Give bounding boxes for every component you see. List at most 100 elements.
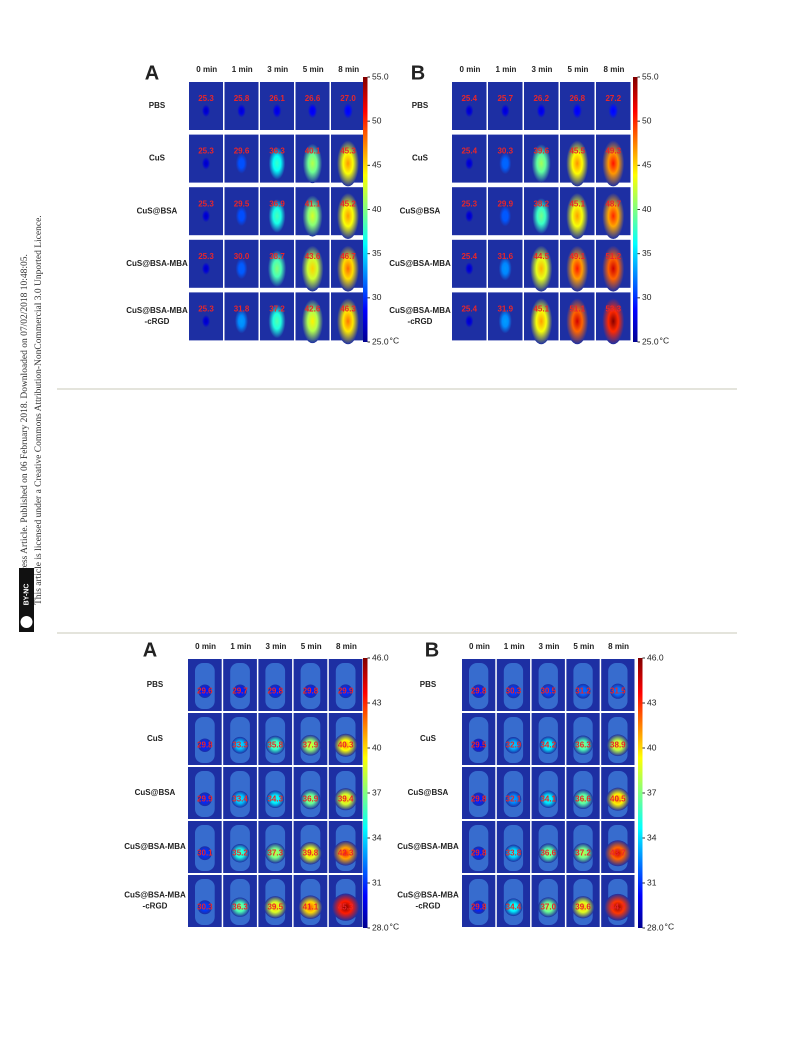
hot-spot [465, 314, 474, 328]
temperature: 29.7 [232, 686, 248, 695]
temperature: 32.9 [506, 740, 522, 749]
panel-label: A [145, 62, 159, 84]
hot-spot [266, 790, 285, 809]
row-label: -cRGD [408, 317, 433, 326]
temperature: 37.0 [540, 902, 556, 911]
hot-spot [538, 843, 559, 864]
colorbar-label: 40 [642, 204, 652, 214]
colorbar-label: 30 [372, 292, 382, 302]
hot-spot [231, 736, 249, 754]
cc-badge: BY-NC [19, 568, 34, 632]
badge-text: BY-NC [23, 584, 30, 606]
colorbar-label: 46.0 [647, 652, 664, 662]
temperature: 38.7 [269, 252, 285, 261]
row-label: CuS [147, 734, 164, 743]
temperature: 29.5 [234, 199, 250, 208]
row-label: CuS@BSA-MBA [389, 306, 451, 315]
row-label: CuS@BSA [400, 206, 441, 215]
temperature: 25.4 [461, 94, 477, 103]
hot-spot [465, 157, 474, 170]
hot-spot [571, 896, 595, 919]
temperature: 41.1 [305, 199, 321, 208]
hot-spot [539, 736, 558, 754]
hot-spot [566, 193, 589, 239]
hot-spot [504, 898, 523, 917]
hot-spot [230, 897, 250, 917]
hot-spot [268, 147, 286, 180]
hot-spot [302, 143, 323, 184]
hot-spot [201, 262, 211, 275]
hot-spot [331, 893, 360, 921]
hot-spot [541, 684, 556, 699]
hot-spot [333, 840, 359, 866]
temperature: 29.8 [471, 686, 487, 695]
temperature: 26.8 [569, 94, 585, 103]
row-label: PBS [412, 101, 429, 110]
colorbar [633, 77, 638, 342]
colorbar-label: 25.0 [372, 336, 389, 346]
time-label: 5 min [303, 65, 324, 74]
temperature: 45.2 [340, 199, 356, 208]
colorbar-label: 35 [642, 248, 652, 258]
hot-spot [498, 256, 512, 281]
temperature: 46.3 [340, 305, 356, 314]
time-label: 5 min [568, 65, 589, 74]
time-label: 1 min [504, 642, 525, 651]
row-label: PBS [420, 680, 437, 689]
colorbar-label: 34 [647, 832, 657, 842]
panel-label: A [143, 639, 157, 661]
temperature: 39.5 [267, 902, 283, 911]
hot-spot [471, 792, 486, 807]
row-label: CuS@BSA-MBA [126, 306, 188, 315]
temperature: 29.8 [471, 902, 487, 911]
colorbar-unit: °C [390, 921, 400, 931]
colorbar-label: 46.0 [372, 652, 389, 662]
temperature: 46.7 [340, 252, 356, 261]
temperature: 25.3 [198, 94, 214, 103]
hot-spot [604, 893, 632, 921]
time-label: 1 min [232, 65, 253, 74]
time-label: 8 min [338, 65, 359, 74]
temperature: 45.3 [340, 147, 356, 156]
temperature: 40.5 [610, 794, 626, 803]
hot-spot [471, 900, 486, 915]
hot-spot [307, 103, 318, 119]
time-label: 3 min [267, 65, 288, 74]
hot-spot [265, 735, 285, 755]
hot-spot [536, 103, 546, 118]
hot-spot [268, 304, 286, 339]
hot-spot [201, 314, 211, 328]
hot-spot [532, 198, 551, 234]
hot-spot [566, 140, 589, 187]
temperature: 35.8 [267, 740, 283, 749]
hot-spot [301, 299, 324, 344]
hot-spot [604, 840, 631, 867]
hot-spot [201, 209, 211, 223]
temperature: 26.1 [269, 94, 285, 103]
time-label: 0 min [196, 65, 217, 74]
hot-spot [471, 846, 486, 861]
hot-spot [198, 738, 212, 753]
badge-icon [20, 616, 33, 628]
hot-spot [197, 846, 212, 861]
hot-spot [300, 734, 321, 756]
temperature: 29.8 [303, 686, 319, 695]
hot-spot [337, 245, 359, 292]
time-label: 3 min [532, 65, 553, 74]
colorbar-label: 43 [647, 697, 657, 707]
colorbar-label: 31 [372, 877, 382, 887]
temperature: 30.5 [540, 686, 556, 695]
hot-spot [233, 684, 247, 698]
temperature: 40.1 [305, 147, 321, 156]
temperature: 37.2 [269, 305, 285, 314]
colorbar-label: 45 [642, 160, 652, 170]
hot-spot [235, 153, 248, 174]
hot-spot [265, 843, 286, 864]
temperature: 53.3 [605, 305, 621, 314]
temperature: 36.6 [575, 794, 591, 803]
colorbar-label: 40 [372, 204, 382, 214]
colorbar-unit: °C [665, 921, 675, 931]
temperature: 42.6 [305, 305, 321, 314]
hot-spot [602, 140, 625, 187]
hot-spot [303, 684, 318, 699]
